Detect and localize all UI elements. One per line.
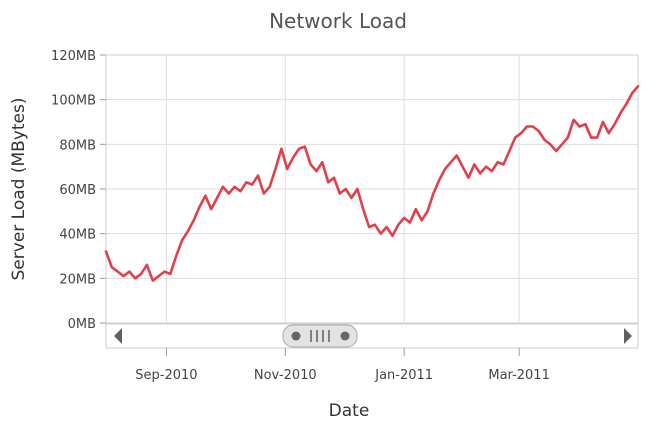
x-axis-ticks: Sep-2010 Nov-2010 Jan-2011 Mar-2011 xyxy=(135,348,550,383)
x-tick-label: Nov-2010 xyxy=(254,368,317,383)
y-axis-title: Server Load (MBytes) xyxy=(9,98,29,281)
chart-title: Network Load xyxy=(269,9,407,33)
y-tick-label: 60MB xyxy=(59,183,96,198)
grid-lines xyxy=(106,54,638,324)
y-tick-label: 80MB xyxy=(59,138,96,153)
x-axis-title: Date xyxy=(329,401,370,421)
y-tick-label: 20MB xyxy=(59,272,96,287)
series-layer xyxy=(104,85,640,282)
x-tick-label: Mar-2011 xyxy=(488,368,549,383)
range-scrollbar[interactable] xyxy=(105,323,639,349)
thumb-left-handle-icon[interactable] xyxy=(291,331,301,341)
thumb-right-handle-icon[interactable] xyxy=(340,331,350,341)
plot-area-border xyxy=(105,54,639,324)
x-tick-label: Sep-2010 xyxy=(135,368,197,383)
triangle-left-icon[interactable] xyxy=(114,328,122,344)
y-tick-label: 120MB xyxy=(51,49,96,64)
y-tick-label: 0MB xyxy=(68,317,96,332)
scrollbar-track[interactable] xyxy=(105,323,639,349)
scrollbar-thumb[interactable] xyxy=(282,324,358,348)
triangle-right-icon[interactable] xyxy=(624,328,632,344)
y-tick-label: 100MB xyxy=(51,94,96,109)
y-tick-label: 40MB xyxy=(59,228,96,243)
y-axis-ticks: 0MB 20MB 40MB 60MB 80MB 100MB 120MB xyxy=(51,49,106,332)
grip-lines-icon xyxy=(310,330,330,342)
series-line xyxy=(104,85,640,282)
x-tick-label: Jan-2011 xyxy=(374,368,433,383)
scrollbar-thumb-body[interactable] xyxy=(282,324,358,348)
